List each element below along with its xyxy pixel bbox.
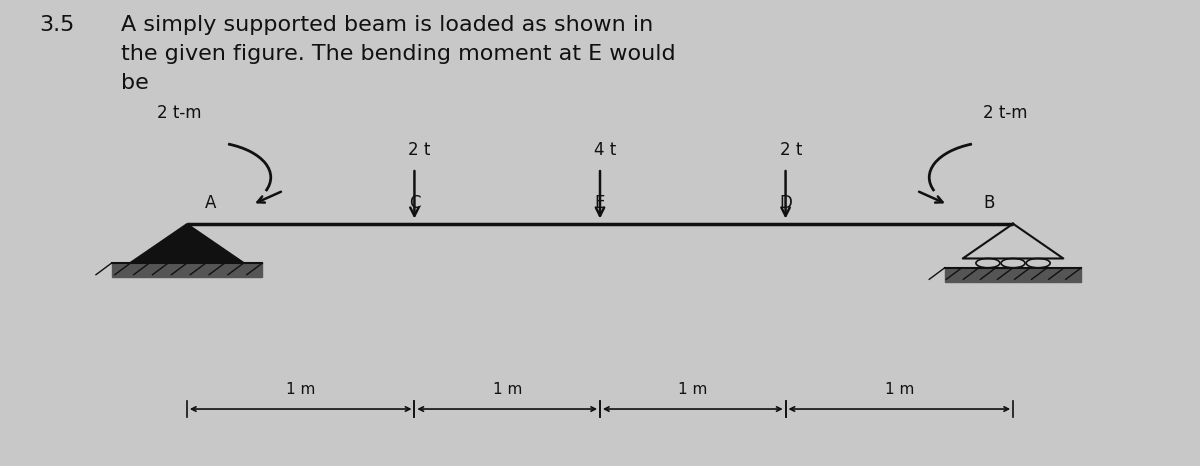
Text: 1 m: 1 m	[678, 383, 708, 397]
Polygon shape	[130, 224, 245, 263]
Text: E: E	[595, 194, 605, 212]
Text: 2 t-m: 2 t-m	[983, 104, 1027, 122]
Bar	[112, 263, 263, 277]
Text: C: C	[409, 194, 420, 212]
Text: 3.5: 3.5	[40, 15, 76, 35]
Text: A simply supported beam is loaded as shown in
the given figure. The bending mome: A simply supported beam is loaded as sho…	[121, 15, 676, 93]
Text: 1 m: 1 m	[492, 383, 522, 397]
Bar	[944, 268, 1081, 281]
Text: 2 t: 2 t	[780, 141, 802, 159]
Text: 1 m: 1 m	[286, 383, 316, 397]
Text: 1 m: 1 m	[884, 383, 914, 397]
Text: 2 t: 2 t	[408, 141, 431, 159]
Text: 2 t-m: 2 t-m	[157, 104, 202, 122]
Text: 4 t: 4 t	[594, 141, 617, 159]
Text: B: B	[984, 194, 995, 212]
Text: A: A	[205, 194, 216, 212]
Text: D: D	[779, 194, 792, 212]
